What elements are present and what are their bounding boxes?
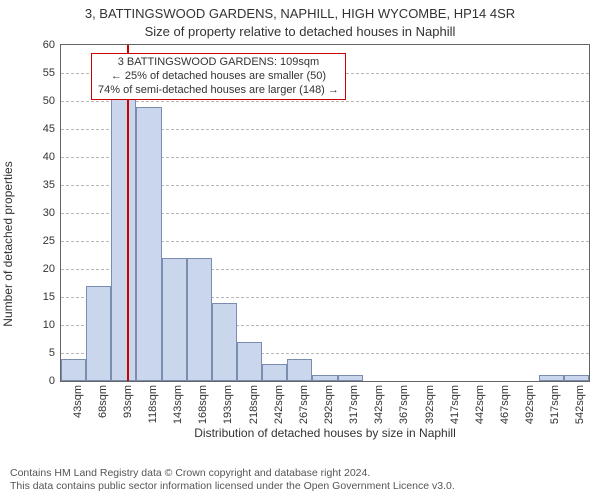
- y-tick-label: 50: [43, 95, 61, 107]
- histogram-bar: [237, 342, 262, 381]
- y-tick-label: 30: [43, 207, 61, 219]
- x-tick-label: 292sqm: [323, 381, 335, 424]
- gridline: [61, 101, 589, 102]
- x-tick-label: 168sqm: [197, 381, 209, 424]
- x-tick-label: 367sqm: [398, 381, 410, 424]
- y-tick-label: 40: [43, 151, 61, 163]
- x-tick-label: 542sqm: [574, 381, 586, 424]
- y-tick-label: 10: [43, 319, 61, 331]
- histogram-bar: [61, 359, 86, 381]
- y-tick-label: 35: [43, 179, 61, 191]
- chart-title-line2: Size of property relative to detached ho…: [0, 24, 600, 39]
- histogram-bar: [162, 258, 187, 381]
- x-axis-label: Distribution of detached houses by size …: [60, 426, 590, 440]
- histogram-bar: [86, 286, 111, 381]
- histogram-bar: [187, 258, 212, 381]
- chart-title-line1: 3, BATTINGSWOOD GARDENS, NAPHILL, HIGH W…: [0, 6, 600, 21]
- x-tick-label: 68sqm: [97, 381, 109, 418]
- histogram-bar: [212, 303, 237, 381]
- x-tick-label: 417sqm: [449, 381, 461, 424]
- plot-area: 05101520253035404550556043sqm68sqm93sqm1…: [60, 44, 590, 382]
- x-tick-label: 143sqm: [172, 381, 184, 424]
- x-tick-label: 193sqm: [222, 381, 234, 424]
- x-tick-label: 442sqm: [474, 381, 486, 424]
- attribution-text: Contains HM Land Registry data © Crown c…: [10, 467, 455, 494]
- annotation-box: 3 BATTINGSWOOD GARDENS: 109sqm ← 25% of …: [91, 53, 346, 100]
- x-tick-label: 517sqm: [549, 381, 561, 424]
- y-tick-label: 60: [43, 39, 61, 51]
- x-tick-label: 317sqm: [348, 381, 360, 424]
- x-tick-label: 118sqm: [147, 381, 159, 423]
- y-tick-label: 55: [43, 67, 61, 79]
- attribution-line1: Contains HM Land Registry data © Crown c…: [10, 467, 455, 481]
- y-tick-label: 5: [49, 347, 61, 359]
- attribution-line2: This data contains public sector informa…: [10, 480, 455, 494]
- y-axis-label: Number of detached properties: [1, 161, 15, 326]
- x-tick-label: 467sqm: [499, 381, 511, 424]
- x-tick-label: 342sqm: [373, 381, 385, 424]
- x-tick-label: 267sqm: [298, 381, 310, 424]
- annotation-line3: 74% of semi-detached houses are larger (…: [98, 84, 339, 98]
- histogram-bar: [262, 364, 287, 381]
- annotation-line2: ← 25% of detached houses are smaller (50…: [98, 70, 339, 84]
- y-tick-label: 45: [43, 123, 61, 135]
- histogram-bar: [287, 359, 312, 381]
- y-tick-label: 20: [43, 263, 61, 275]
- y-tick-label: 25: [43, 235, 61, 247]
- x-tick-label: 93sqm: [122, 381, 134, 418]
- x-tick-label: 492sqm: [524, 381, 536, 424]
- x-tick-label: 218sqm: [248, 381, 260, 424]
- histogram-bar: [111, 95, 136, 381]
- annotation-line1: 3 BATTINGSWOOD GARDENS: 109sqm: [98, 56, 339, 70]
- y-tick-label: 0: [49, 375, 61, 387]
- x-tick-label: 392sqm: [424, 381, 436, 424]
- chart-container: Number of detached properties 0510152025…: [0, 44, 600, 444]
- histogram-bar: [136, 107, 161, 381]
- x-tick-label: 242sqm: [273, 381, 285, 424]
- y-tick-label: 15: [43, 291, 61, 303]
- x-tick-label: 43sqm: [72, 381, 84, 418]
